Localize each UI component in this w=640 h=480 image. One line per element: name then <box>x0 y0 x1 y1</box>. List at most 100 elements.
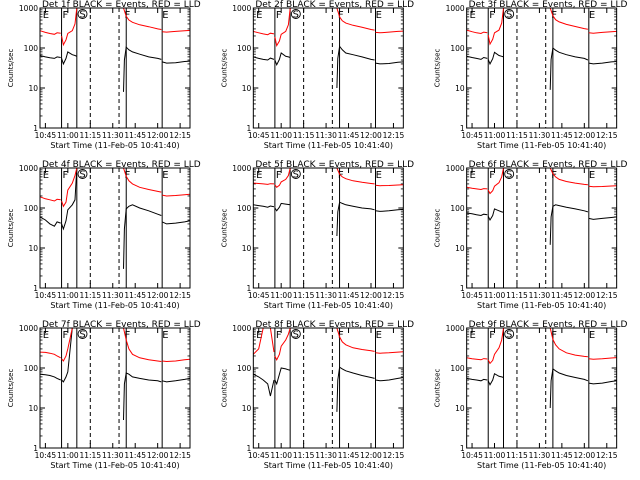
series-line-events <box>549 47 589 90</box>
y-tick-label: 100 <box>24 204 39 213</box>
x-tick-label: 11:00 <box>270 451 292 460</box>
region-marker: S <box>506 10 512 21</box>
series-line-lld <box>162 193 191 197</box>
x-tick-label: 11:45 <box>124 131 146 140</box>
series-line-events <box>375 377 404 382</box>
series-line-events <box>588 61 617 65</box>
region-marker: S <box>79 10 85 21</box>
y-tick-label: 1 <box>247 284 252 293</box>
region-marker: E <box>469 330 475 341</box>
chart-panel-8: Det 8f BLACK = Events, RED = LLD Counts/s… <box>220 320 414 470</box>
x-axis-label: Start Time (11-Feb-05 10:41:40) <box>50 141 179 150</box>
x-tick-label: 11:15 <box>79 131 101 140</box>
region-marker: E <box>376 330 382 341</box>
x-tick-label: 11:30 <box>315 291 337 300</box>
series-line-lld <box>336 327 375 352</box>
x-tick-label: 12:00 <box>574 131 596 140</box>
series-line-lld <box>588 30 617 34</box>
series-line-events <box>162 60 191 64</box>
x-tick-label: 11:15 <box>293 131 315 140</box>
chart-panel-4: Det 4f BLACK = Events, RED = LLD Counts/s… <box>7 160 201 310</box>
region-marker: E <box>43 330 49 341</box>
plot-frame <box>466 327 618 449</box>
series-line-events <box>161 220 191 225</box>
region-marker: F <box>489 10 495 21</box>
region-marker: S <box>506 170 512 181</box>
region-marker: E <box>162 170 168 181</box>
x-tick-label: 12:00 <box>574 291 596 300</box>
series-events <box>466 47 617 90</box>
series-lld <box>253 167 404 189</box>
chart-panel-1: Det 1f BLACK = Events, RED = LLD Counts/s… <box>7 0 201 150</box>
series-line-events <box>336 45 375 89</box>
series-events <box>466 204 617 245</box>
series-line-lld <box>61 167 78 208</box>
region-marker: E <box>589 330 595 341</box>
series-events <box>39 46 191 92</box>
y-tick-label: 1000 <box>446 4 465 13</box>
x-tick-label: 11:15 <box>506 291 528 300</box>
series-line-events <box>487 208 504 222</box>
series-line-events <box>123 46 162 92</box>
x-tick-label: 11:45 <box>551 131 573 140</box>
region-marker: E <box>469 10 475 21</box>
x-axis-label: Start Time (11-Feb-05 10:41:40) <box>477 141 606 150</box>
series-line-lld <box>487 7 504 46</box>
series-lld <box>466 327 617 365</box>
x-axis-label: Start Time (11-Feb-05 10:41:40) <box>477 461 606 470</box>
x-tick-label: 12:00 <box>147 291 169 300</box>
region-marker: E <box>43 10 49 21</box>
y-tick-label: 100 <box>24 44 39 53</box>
series-events <box>39 327 191 421</box>
x-tick-label: 12:15 <box>383 451 405 460</box>
region-marker: E <box>376 10 382 21</box>
series-line-lld <box>549 7 588 30</box>
series-line-lld <box>588 357 617 360</box>
y-tick-label: 100 <box>450 44 465 53</box>
region-marker: E <box>256 170 262 181</box>
saa-marker-circle <box>504 329 515 339</box>
y-tick-label: 1000 <box>19 324 38 333</box>
y-tick-label: 1000 <box>19 4 38 13</box>
region-marker: E <box>43 170 49 181</box>
x-tick-label: 11:30 <box>102 451 124 460</box>
series-lld <box>466 7 617 46</box>
x-tick-label: 11:45 <box>124 291 146 300</box>
region-marker: F <box>338 10 344 21</box>
series-line-events <box>336 201 375 237</box>
series-line-lld <box>466 29 488 35</box>
series-line-lld <box>375 30 404 34</box>
series-line-events <box>466 377 488 382</box>
x-tick-label: 10:45 <box>248 451 270 460</box>
x-tick-label: 11:00 <box>484 131 506 140</box>
region-marker: F <box>63 170 69 181</box>
x-tick-label: 11:45 <box>338 291 360 300</box>
series-line-events <box>274 202 291 212</box>
series-line-lld <box>487 327 504 365</box>
chart-title: Det 3f BLACK = Events, RED = LLD <box>469 0 628 10</box>
plot-frame <box>466 167 618 289</box>
x-tick-label: 11:15 <box>506 131 528 140</box>
y-tick-label: 1000 <box>232 324 251 333</box>
region-marker: E <box>469 170 475 181</box>
series-line-lld <box>253 30 275 36</box>
x-tick-label: 12:15 <box>169 451 191 460</box>
chart-panel-5: Det 5f BLACK = Events, RED = LLD Counts/s… <box>220 160 414 310</box>
chart-title: Det 6f BLACK = Events, RED = LLD <box>469 160 628 170</box>
plot-frame <box>39 327 191 449</box>
x-axis-label: Start Time (11-Feb-05 10:41:40) <box>50 301 179 310</box>
x-tick-label: 11:30 <box>102 291 124 300</box>
saa-marker-circle <box>504 169 515 179</box>
x-tick-label: 10:45 <box>461 291 483 300</box>
x-tick-label: 11:45 <box>551 451 573 460</box>
y-tick-label: 10 <box>242 404 252 413</box>
chart-panel-9: Det 9f BLACK = Events, RED = LLD Counts/s… <box>434 320 628 470</box>
x-tick-label: 11:15 <box>293 291 315 300</box>
region-marker: S <box>293 10 299 21</box>
region-marker: F <box>276 330 282 341</box>
y-axis-label: Counts/sec <box>220 49 228 88</box>
y-tick-label: 10 <box>28 84 38 93</box>
region-marker: F <box>125 10 131 21</box>
series-line-lld <box>274 327 291 361</box>
series-line-events <box>336 366 375 412</box>
